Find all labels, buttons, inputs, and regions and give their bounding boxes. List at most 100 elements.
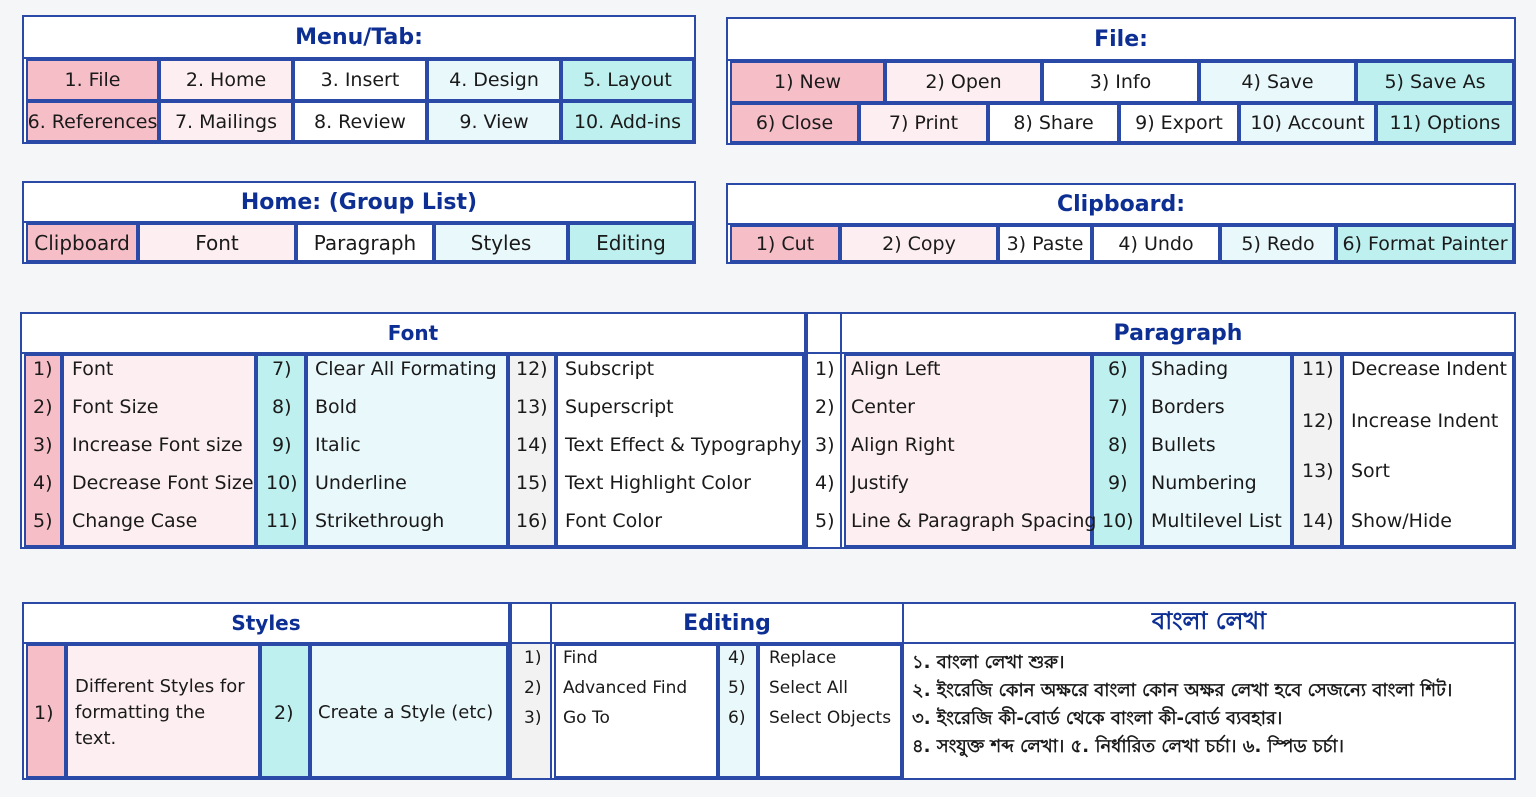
font-command: Change Case	[72, 510, 198, 532]
paragraph-strip-header	[808, 314, 840, 354]
home-group-font: Font	[138, 223, 296, 262]
home-group-styles: Styles	[434, 223, 568, 262]
paragraph-command: Borders	[1151, 396, 1225, 418]
file-title: File:	[728, 19, 1514, 61]
file-item-info: 3) Info	[1042, 61, 1199, 103]
file-item-export: 9) Export	[1119, 103, 1239, 143]
font-command: Text Highlight Color	[565, 472, 751, 494]
font-num: 4)	[33, 472, 53, 494]
font-command: Strikethrough	[315, 510, 445, 532]
styles-title: Styles	[24, 604, 508, 644]
editing-command: Replace	[769, 648, 837, 668]
home-group-paragraph: Paragraph	[296, 223, 434, 262]
font-col1-num-box	[24, 354, 62, 547]
editing-command: Select All	[769, 678, 848, 698]
styles-table: Styles 1) Different Styles for formattin…	[22, 602, 510, 780]
paragraph-num: 7)	[1108, 396, 1128, 418]
paragraph-num: 4)	[815, 472, 835, 494]
bangla-line: ৩. ইংরেজি কী-বোর্ড থেকে বাংলা কী-বোর্ড ব…	[912, 708, 1283, 729]
editing-num: 3)	[524, 708, 542, 728]
clipboard-table: Clipboard: 1) Cut 2) Copy 3) Paste 4) Un…	[726, 183, 1516, 264]
paragraph-num: 5)	[815, 510, 835, 532]
paragraph-command: Line & Paragraph Spacing	[851, 510, 1097, 532]
font-num: 8)	[272, 396, 292, 418]
font-command: Font	[72, 358, 114, 380]
paragraph-command: Bullets	[1151, 434, 1216, 456]
editing-col1-box	[554, 644, 718, 778]
font-command: Superscript	[565, 396, 674, 418]
editing-number-strip: 1) 2) 3)	[510, 602, 552, 780]
styles-num: 2)	[274, 702, 294, 724]
styles-text2-box	[310, 644, 508, 778]
editing-command: Select Objects	[769, 708, 892, 728]
clipboard-item-paste: 3) Paste	[998, 225, 1092, 262]
paragraph-num: 9)	[1108, 472, 1128, 494]
paragraph-num: 11)	[1302, 358, 1334, 380]
file-table: File: 1) New 2) Open 3) Info 4) Save 5) …	[726, 17, 1516, 145]
font-command: Text Effect & Typography	[565, 434, 802, 456]
paragraph-num: 2)	[815, 396, 835, 418]
file-item-account: 10) Account	[1239, 103, 1376, 143]
paragraph-command: Multilevel List	[1151, 510, 1282, 532]
editing-col2-label-box	[758, 644, 902, 778]
clipboard-item-copy: 2) Copy	[840, 225, 998, 262]
bangla-line: ৪. সংযুক্ত শব্দ লেখা। ৫. নির্ধারিত লেখা …	[912, 736, 1344, 757]
bangla-line: ২. ইংরেজি কোন অক্ষরে বাংলা কোন অক্ষর লেখ…	[912, 680, 1453, 701]
bangla-table: বাংলা লেখা ১. বাংলা লেখা শুরু। ২. ইংরেজি…	[902, 602, 1516, 780]
styles-description: text.	[75, 728, 117, 749]
paragraph-col3-num-box	[1292, 354, 1342, 547]
menu-item-review: 8. Review	[293, 101, 427, 142]
paragraph-col3-label-box	[1342, 354, 1514, 547]
clipboard-item-undo: 4) Undo	[1092, 225, 1220, 262]
font-num: 16)	[516, 510, 548, 532]
font-num: 5)	[33, 510, 53, 532]
menu-item-view: 9. View	[427, 101, 561, 142]
file-item-save: 4) Save	[1199, 61, 1356, 103]
styles-description: Different Styles for	[75, 676, 245, 697]
editing-num: 4)	[728, 648, 746, 668]
styles-description: formatting the	[75, 702, 206, 723]
file-item-options: 11) Options	[1376, 103, 1514, 143]
paragraph-num: 13)	[1302, 460, 1334, 482]
font-command: Italic	[315, 434, 361, 456]
editing-table: Editing Find Advanced Find Go To 4) 5) 6…	[550, 602, 904, 780]
font-col1-label-box	[62, 354, 256, 547]
editing-col2-num-box	[718, 644, 758, 778]
clipboard-item-redo: 5) Redo	[1220, 225, 1336, 262]
menu-tab-title: Menu/Tab:	[24, 17, 694, 59]
file-item-open: 2) Open	[885, 61, 1042, 103]
font-num: 2)	[33, 396, 53, 418]
font-num: 11)	[266, 510, 298, 532]
font-num: 10)	[266, 472, 298, 494]
paragraph-command: Align Left	[851, 358, 941, 380]
paragraph-number-strip: 1) 2) 3) 4) 5)	[806, 312, 842, 549]
paragraph-num: 1)	[815, 358, 835, 380]
styles-num1-box	[26, 644, 66, 778]
home-group-table: Home: (Group List) Clipboard Font Paragr…	[22, 181, 696, 264]
paragraph-command: Sort	[1351, 460, 1390, 482]
clipboard-item-cut: 1) Cut	[730, 225, 840, 262]
paragraph-command: Align Right	[851, 434, 955, 456]
home-group-editing: Editing	[568, 223, 694, 262]
menu-item-mailings: 7. Mailings	[159, 101, 293, 142]
menu-item-design: 4. Design	[427, 59, 561, 101]
font-command: Increase Font size	[72, 434, 243, 456]
paragraph-command: Shading	[1151, 358, 1229, 380]
font-num: 3)	[33, 434, 53, 456]
styles-description: Create a Style (etc)	[318, 702, 494, 723]
editing-command: Advanced Find	[563, 678, 688, 698]
font-num: 13)	[516, 396, 548, 418]
paragraph-num: 3)	[815, 434, 835, 456]
font-command: Underline	[315, 472, 407, 494]
font-num: 9)	[272, 434, 292, 456]
font-num: 7)	[272, 358, 292, 380]
font-command: Bold	[315, 396, 357, 418]
font-num: 14)	[516, 434, 548, 456]
font-num: 15)	[516, 472, 548, 494]
paragraph-col2-label-box	[1142, 354, 1292, 547]
paragraph-num: 12)	[1302, 410, 1334, 432]
menu-item-file: 1. File	[26, 59, 159, 101]
menu-item-addins: 10. Add-ins	[561, 101, 694, 142]
paragraph-num: 6)	[1108, 358, 1128, 380]
font-command: Font Size	[72, 396, 159, 418]
